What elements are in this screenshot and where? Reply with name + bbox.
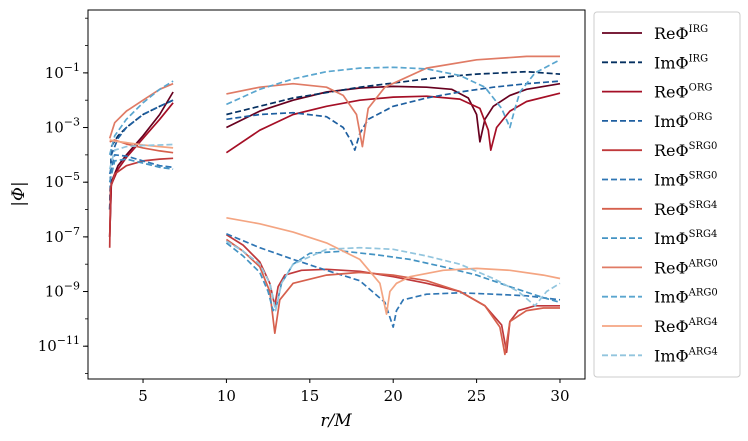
legend-label: ReΦARG0 (654, 258, 718, 277)
series-line-6-segment-1 (225, 238, 560, 356)
series-line-5-segment-0 (108, 154, 174, 175)
x-tick-label: 5 (138, 387, 148, 405)
y-tick-label: 10−1 (45, 61, 80, 82)
plot-frame (87, 9, 586, 380)
x-tick-label: 10 (217, 387, 236, 405)
legend-label: ImΦIRG (654, 53, 708, 72)
x-axis: 5 10 15 20 25 30 (138, 379, 570, 405)
series-line-1-segment-0 (108, 99, 174, 210)
y-tick-label: 10−9 (45, 280, 80, 301)
series-line-1-segment-1 (226, 70, 561, 116)
legend-label: ReΦIRG (654, 24, 708, 43)
legend-entries: ReΦIRG ImΦIRG ReΦORG ImΦORG ReΦSRG0 ImΦSRG0 Re… (602, 24, 718, 365)
series-line-8-segment-0 (108, 82, 174, 139)
legend-label: ImΦSRG0 (654, 171, 717, 190)
legend: ReΦIRG ImΦIRG ReΦORG ImΦORG ReΦSRG0 ImΦSRG0 Re… (593, 11, 741, 378)
legend-label: ImΦARG4 (654, 346, 718, 365)
series-line-4-segment-0 (108, 157, 174, 248)
legend-label: ReΦORG (654, 83, 712, 102)
series-line-11-segment-0 (108, 143, 174, 170)
y-tick-label: 10−11 (38, 334, 80, 355)
x-axis-label: r/M (320, 411, 352, 431)
y-axis: 10−1 10−3 10−5 10−7 10−9 10−11 (38, 17, 88, 374)
series-line-7-segment-0 (108, 158, 174, 183)
series-line-10-segment-0 (109, 139, 174, 149)
series-layer (108, 55, 561, 356)
y-tick-label: 10−7 (45, 225, 80, 246)
series-line-9-segment-1 (226, 59, 561, 129)
x-tick-label: 30 (550, 387, 569, 405)
y-tick-label: 10−3 (45, 116, 80, 137)
y-tick-label: 10−5 (45, 170, 80, 191)
series-line-5-segment-1 (226, 233, 561, 328)
legend-label: ImΦORG (654, 112, 712, 131)
legend-frame (593, 11, 741, 378)
series-line-7-segment-1 (225, 242, 561, 312)
series-line-4-segment-1 (225, 233, 560, 354)
x-tick-label: 20 (384, 387, 403, 405)
series-line-3-segment-1 (226, 80, 561, 151)
y-axis-label: |Φ| (9, 181, 29, 206)
x-tick-label: 25 (467, 387, 486, 405)
series-line-11-segment-1 (225, 240, 561, 312)
x-tick-label: 15 (300, 387, 319, 405)
series-line-10-segment-1 (226, 216, 561, 315)
legend-label: ReΦARG4 (654, 317, 718, 336)
series-line-8-segment-1 (226, 55, 560, 148)
legend-label: ImΦSRG4 (654, 229, 717, 248)
legend-label: ImΦARG0 (654, 288, 718, 307)
legend-label: ReΦSRG4 (654, 200, 717, 219)
series-line-3-segment-0 (108, 99, 174, 210)
legend-label: ReΦSRG0 (654, 141, 717, 160)
series-line-2-segment-1 (225, 92, 561, 154)
